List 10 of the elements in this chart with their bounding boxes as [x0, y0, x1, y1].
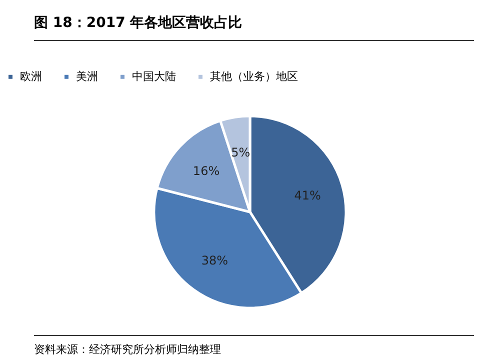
data-label: 16%	[192, 164, 220, 178]
legend-label: 欧洲	[20, 70, 42, 83]
legend-label: 美洲	[76, 70, 98, 83]
legend-label: 其他（业务）地区	[210, 70, 298, 83]
data-label: 38%	[201, 254, 228, 268]
legend-label: 中国大陆	[132, 70, 176, 83]
data-label: 5%	[231, 146, 250, 160]
text: 资料来源：经济研究所分析师归纳整理	[34, 335, 474, 357]
data-label: 41%	[294, 188, 321, 202]
chart-title: 图 18：2017 年各地区营收占比	[34, 14, 474, 41]
